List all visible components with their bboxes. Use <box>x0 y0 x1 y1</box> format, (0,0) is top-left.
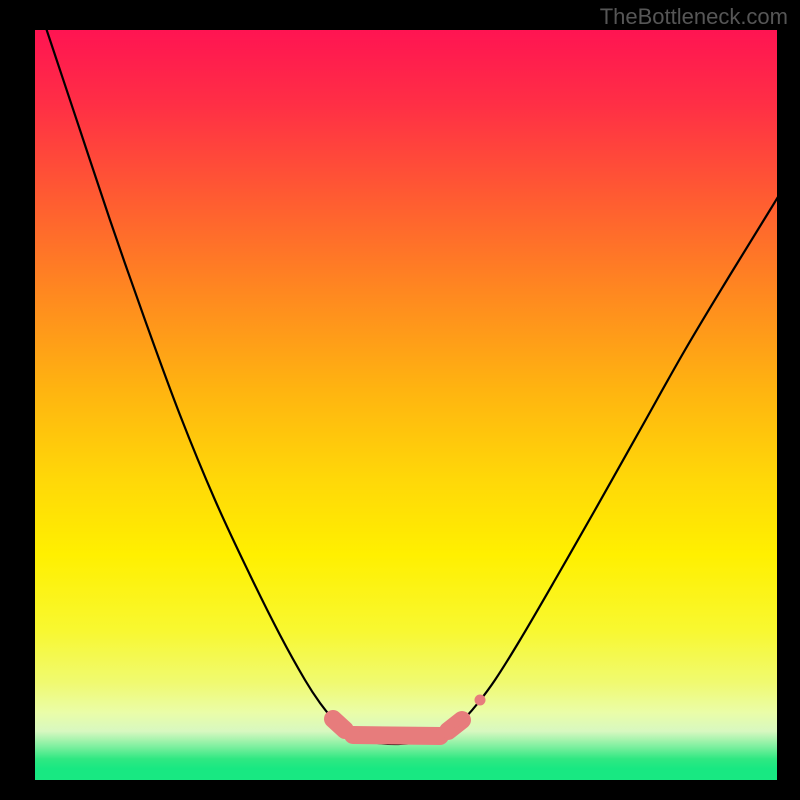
highlight-dot <box>441 724 456 739</box>
bottleneck-curve <box>35 30 777 744</box>
curve-layer <box>35 30 777 780</box>
highlight-dot <box>326 712 341 727</box>
highlight-dot-outlier <box>475 695 486 706</box>
watermark-text: TheBottleneck.com <box>600 4 788 30</box>
highlight-dot <box>455 713 470 728</box>
highlight-segment <box>353 735 440 736</box>
plot-area <box>35 30 777 780</box>
highlight-dot <box>346 728 361 743</box>
